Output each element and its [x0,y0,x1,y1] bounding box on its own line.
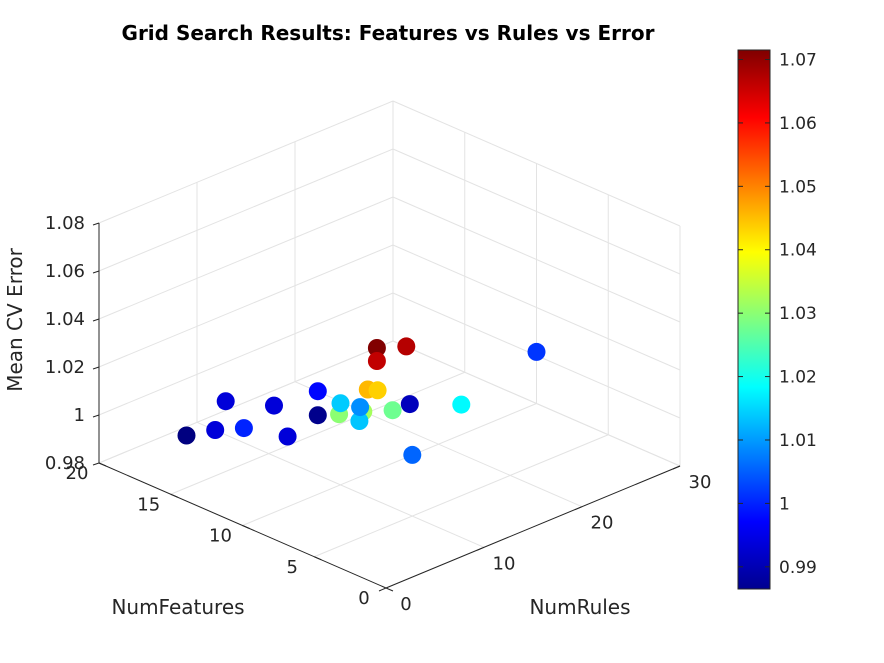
data-point [452,395,471,414]
x-tick-label: 15 [137,494,160,515]
y-tick-label: 20 [591,513,614,534]
data-points [177,337,546,464]
z-tick [92,462,100,466]
z-tick-label: 1.08 [45,213,85,234]
y-tick [476,546,485,551]
y-axis-line [385,465,681,589]
grid-line [98,196,394,320]
plot-area: 0 5 10 15 20 0 10 20 30 0.98 1 1.02 1.04 1.06 1.08 [45,100,712,615]
data-point [177,426,196,445]
colorbar-tick-label: 1.01 [779,431,817,451]
data-point [308,406,327,425]
grid-line [98,100,394,224]
data-point [397,337,416,356]
colorbar-tick-label: 1.06 [779,114,817,134]
x-tick [314,556,322,561]
grid-line [392,340,681,467]
z-tick-label: 1.04 [45,309,85,330]
y-tick-label: 10 [493,553,516,574]
x-tick-label: 10 [209,526,232,547]
data-point [278,427,297,446]
grid-line [98,340,394,464]
z-tick [92,270,100,274]
grid-line [392,148,681,275]
tick-labels: 0 5 10 15 20 0 10 20 30 0.98 1 1.02 1.04 1.06 1.08 [45,213,712,615]
data-point [400,395,419,414]
colorbar-tick-label: 1.04 [779,241,817,261]
data-point [308,382,327,401]
grid-line [242,403,537,526]
x-tick [242,525,250,529]
y-axis-label: NumRules [529,595,630,619]
y-tick [378,587,387,592]
z-tick [92,414,100,418]
x-tick-label: 5 [287,557,298,578]
colorbar-gradient [737,49,771,590]
data-point [234,419,253,438]
data-point [331,394,350,413]
data-point [368,381,387,400]
z-tick [92,222,100,226]
data-point [527,342,546,361]
y-tick [574,506,583,511]
chart-title: Grid Search Results: Features vs Rules v… [122,21,655,45]
colorbar-tick-label: 1.07 [779,51,817,71]
data-point [350,412,369,430]
grid-line [98,292,394,416]
data-point [383,401,402,420]
z-tick-label: 1 [74,405,85,426]
data-point [367,339,386,357]
colorbar: 0.99 1 1.01 1.02 1.03 1.04 1.05 1.06 1.07 [737,49,817,590]
z-tick [92,366,100,370]
axis-lines [92,222,681,592]
colorbar-tick-label: 0.99 [779,558,817,578]
grid-line [392,100,681,227]
x-tick [385,587,394,592]
colorbar-ticks: 0.99 1 1.01 1.02 1.03 1.04 1.05 1.06 1.07 [738,51,817,578]
grid-line [98,244,394,368]
data-point [265,396,283,415]
x-tick-label: 20 [66,463,89,484]
grid-line [98,148,394,272]
grid-line [196,421,485,548]
z-tick [92,318,100,322]
grid-line [170,371,465,495]
data-point [403,445,422,464]
colorbar-tick-label: 1.05 [779,177,817,197]
z-tick-label: 1.02 [45,357,85,378]
colorbar-tick-label: 1.02 [779,368,817,388]
colorbar-tick-label: 1.03 [779,304,817,324]
x-tick-label: 0 [358,588,369,609]
z-axis-label: Mean CV Error [3,247,27,391]
x-tick [98,462,107,467]
grid-line [392,196,681,323]
data-point [351,398,370,417]
z-tick-label: 0.98 [45,453,85,474]
data-point [367,352,386,370]
z-tick-label: 1.06 [45,261,85,282]
x-tick [170,493,178,498]
colorbar-tick-label: 1 [779,494,790,514]
grid-line [392,244,681,371]
x-axis-label: NumFeatures [111,595,244,619]
grid-line [314,434,609,558]
y-tick-label: 30 [689,472,712,493]
data-point [216,392,235,411]
y-tick [672,465,681,470]
data-point [206,421,225,439]
y-tick-label: 0 [400,594,411,615]
